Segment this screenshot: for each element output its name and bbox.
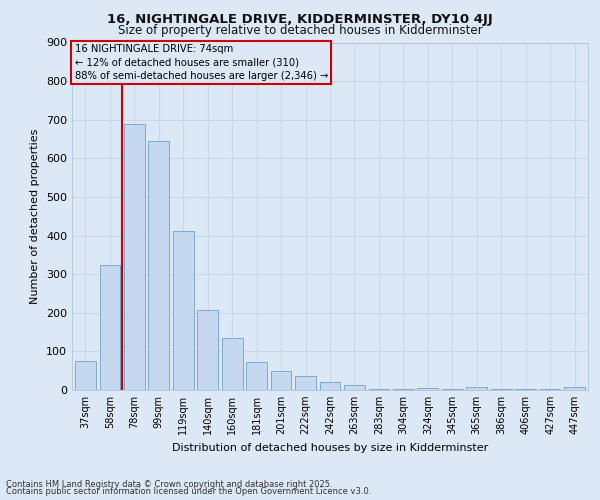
Text: Size of property relative to detached houses in Kidderminster: Size of property relative to detached ho… <box>118 24 482 37</box>
Text: Contains public sector information licensed under the Open Government Licence v3: Contains public sector information licen… <box>6 488 371 496</box>
Bar <box>222 338 242 390</box>
Bar <box>75 361 96 390</box>
Bar <box>124 124 145 390</box>
Bar <box>466 387 487 390</box>
Bar <box>515 389 536 390</box>
Bar <box>295 376 316 390</box>
Bar <box>344 386 365 390</box>
Bar <box>540 389 560 390</box>
Bar <box>148 141 169 390</box>
Bar <box>100 264 120 390</box>
Bar <box>246 362 267 390</box>
Bar <box>320 382 340 390</box>
Bar <box>418 388 438 390</box>
Bar <box>442 389 463 390</box>
Bar <box>564 388 585 390</box>
Y-axis label: Number of detached properties: Number of detached properties <box>31 128 40 304</box>
Text: 16 NIGHTINGALE DRIVE: 74sqm
← 12% of detached houses are smaller (310)
88% of se: 16 NIGHTINGALE DRIVE: 74sqm ← 12% of det… <box>74 44 328 80</box>
Text: 16, NIGHTINGALE DRIVE, KIDDERMINSTER, DY10 4JJ: 16, NIGHTINGALE DRIVE, KIDDERMINSTER, DY… <box>107 12 493 26</box>
Bar <box>271 372 292 390</box>
Bar <box>173 230 194 390</box>
Bar <box>197 310 218 390</box>
Text: Contains HM Land Registry data © Crown copyright and database right 2025.: Contains HM Land Registry data © Crown c… <box>6 480 332 489</box>
Bar <box>393 389 414 390</box>
Bar <box>368 389 389 390</box>
Bar <box>491 389 512 390</box>
X-axis label: Distribution of detached houses by size in Kidderminster: Distribution of detached houses by size … <box>172 442 488 452</box>
